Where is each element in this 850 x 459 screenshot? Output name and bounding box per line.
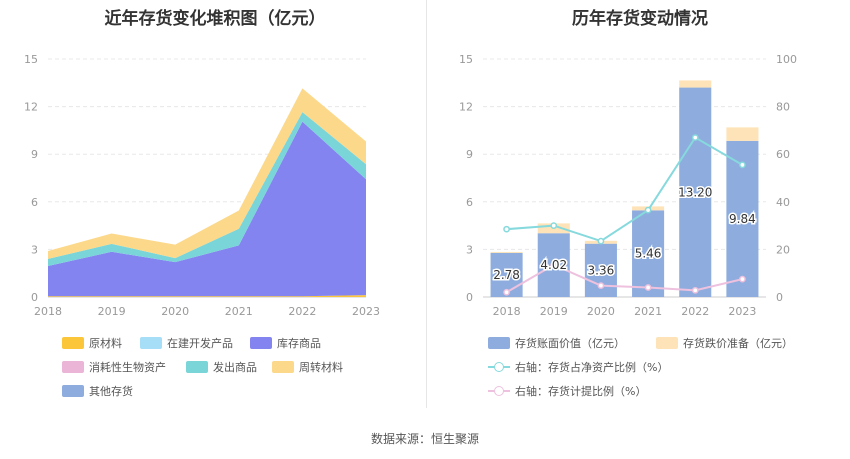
y-left-tick-label: 9 — [466, 148, 473, 161]
legend-label: 右轴：存货占净资产比例（%） — [515, 361, 669, 374]
legend-swatch — [250, 337, 272, 349]
legend-item[interactable]: 存货账面价值（亿元） — [488, 335, 625, 351]
line-point — [503, 225, 510, 233]
y-tick-label: 6 — [31, 196, 38, 209]
legend-item[interactable]: 在建开发产品 — [140, 335, 233, 351]
y-left-tick-label: 12 — [459, 101, 473, 114]
legend-swatch — [140, 337, 162, 349]
legend-item[interactable]: 周转材料 — [272, 359, 343, 375]
legend-label: 其他存货 — [89, 385, 133, 398]
x-tick-label: 2019 — [98, 305, 126, 318]
bar-value-label: 2.78 — [493, 268, 520, 282]
x-tick-label: 2022 — [681, 305, 709, 318]
legend-item[interactable]: 右轴：存货计提比例（%） — [488, 383, 646, 399]
line-point — [550, 222, 558, 229]
line-point — [691, 286, 699, 294]
legend-item[interactable]: 右轴：存货占净资产比例（%） — [488, 359, 668, 375]
area-series — [48, 121, 366, 297]
legend-item[interactable]: 存货跌价准备（亿元） — [656, 335, 793, 351]
y-right-tick-label: 0 — [776, 291, 783, 304]
x-tick-label: 2020 — [161, 305, 189, 318]
legend-swatch — [62, 361, 84, 373]
bar-impairment-provision — [679, 80, 712, 88]
x-tick-label: 2021 — [225, 305, 253, 318]
line-series — [506, 136, 743, 243]
legend-swatch — [186, 361, 208, 373]
legend-item[interactable]: 原材料 — [62, 335, 122, 351]
x-tick-label: 2020 — [587, 305, 615, 318]
line-point — [739, 275, 746, 283]
y-right-tick-label: 100 — [776, 53, 797, 66]
y-left-tick-label: 3 — [466, 243, 473, 256]
x-tick-label: 2023 — [352, 305, 380, 318]
line-point — [597, 282, 605, 289]
legend-item[interactable]: 发出商品 — [186, 359, 257, 375]
y-right-tick-label: 60 — [776, 148, 790, 161]
legend-item[interactable]: 库存商品 — [250, 335, 321, 351]
legend-swatch — [488, 361, 510, 373]
legend-swatch — [62, 337, 84, 349]
bar-impairment-provision — [490, 251, 523, 253]
line-point — [597, 237, 605, 245]
legend-label: 发出商品 — [213, 361, 257, 374]
area-series — [48, 295, 366, 297]
bar-impairment-provision — [726, 127, 759, 141]
line-point — [691, 134, 699, 141]
data-source: 数据来源：恒生聚源 — [370, 432, 479, 446]
legend-label: 原材料 — [89, 337, 122, 350]
y-left-tick-label: 6 — [466, 196, 473, 209]
legend-swatch — [488, 337, 510, 349]
legend-label: 库存商品 — [277, 337, 321, 350]
bar-value-label: 9.84 — [729, 212, 756, 226]
bar-inventory-value — [679, 87, 712, 297]
right-chart-title: 历年存货变动情况 — [572, 9, 708, 29]
legend-swatch — [272, 361, 294, 373]
x-tick-label: 2019 — [540, 305, 568, 318]
bar-value-label: 13.20 — [678, 185, 712, 199]
x-tick-label: 2018 — [493, 305, 521, 318]
legend-label: 周转材料 — [299, 361, 343, 374]
legend-label: 在建开发产品 — [167, 337, 233, 350]
bar-inventory-value — [632, 210, 665, 297]
x-tick-label: 2018 — [34, 305, 62, 318]
left-chart-title: 近年存货变化堆积图（亿元） — [104, 9, 326, 29]
legend-item[interactable]: 其他存货 — [62, 383, 133, 399]
panel-divider — [426, 0, 427, 408]
y-tick-label: 0 — [31, 291, 38, 304]
y-right-tick-label: 20 — [776, 243, 790, 256]
x-tick-label: 2022 — [288, 305, 316, 318]
line-point — [503, 288, 510, 296]
stacked-area-chart: 0 3 6 9 12 15 2018 2019 2020 2021 2022 2023 — [24, 53, 380, 318]
bar-line-chart: 0 3 6 9 12 15 0 20 40 60 80 100 2018 2019 2020 2021 2022… — [459, 53, 797, 318]
legend-swatch — [62, 385, 84, 397]
legend-label: 存货账面价值（亿元） — [515, 337, 625, 350]
x-tick-label: 2021 — [634, 305, 662, 318]
legend-swatch — [656, 337, 678, 349]
legend-label: 存货跌价准备（亿元） — [683, 337, 793, 350]
bar-value-label: 5.46 — [635, 247, 662, 261]
line-series — [506, 263, 743, 294]
y-tick-label: 12 — [24, 101, 38, 114]
bar-value-label: 4.02 — [540, 258, 567, 272]
x-tick-label: 2023 — [728, 305, 756, 318]
bar-value-label: 3.36 — [588, 263, 615, 277]
legend-swatch — [488, 385, 510, 397]
line-point — [550, 261, 558, 269]
legend-label: 右轴：存货计提比例（%） — [515, 385, 647, 398]
y-right-tick-label: 40 — [776, 196, 790, 209]
y-left-tick-label: 15 — [459, 53, 473, 66]
area-series — [48, 112, 366, 267]
line-point — [739, 161, 746, 169]
y-left-tick-label: 0 — [466, 291, 473, 304]
line-point — [644, 206, 652, 214]
line-point — [644, 284, 652, 291]
area-series — [48, 88, 366, 259]
y-tick-label: 9 — [31, 148, 38, 161]
y-right-tick-label: 80 — [776, 101, 790, 114]
y-tick-label: 3 — [31, 243, 38, 256]
legend-label: 消耗性生物资产 — [89, 361, 166, 374]
legend-item[interactable]: 消耗性生物资产 — [62, 359, 166, 375]
y-tick-label: 15 — [24, 53, 38, 66]
